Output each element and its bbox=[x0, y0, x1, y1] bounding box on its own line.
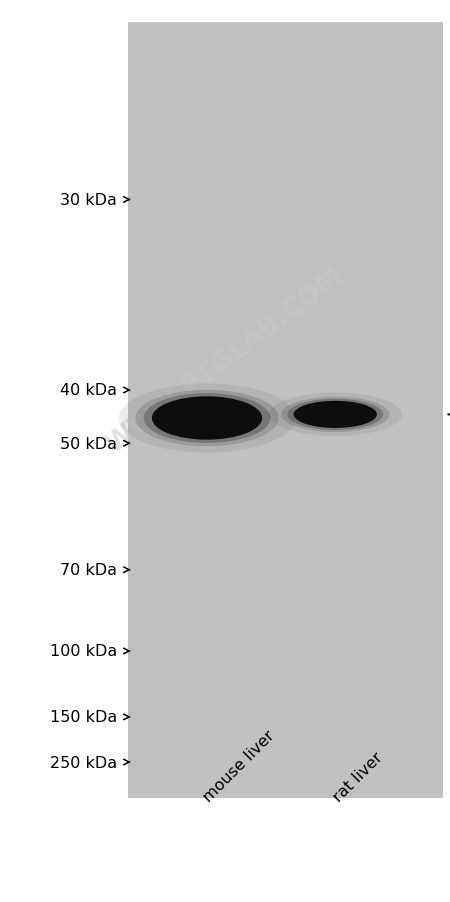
Ellipse shape bbox=[152, 397, 262, 440]
Text: 70 kDa: 70 kDa bbox=[60, 563, 117, 577]
Text: WWW.PTGLAB.COM: WWW.PTGLAB.COM bbox=[101, 263, 349, 458]
Bar bbox=[128, 23, 443, 798]
Text: mouse liver: mouse liver bbox=[200, 728, 277, 805]
Text: 150 kDa: 150 kDa bbox=[50, 710, 117, 724]
Ellipse shape bbox=[288, 400, 383, 430]
Text: 250 kDa: 250 kDa bbox=[50, 755, 117, 769]
Text: 50 kDa: 50 kDa bbox=[60, 437, 117, 451]
Ellipse shape bbox=[293, 401, 377, 428]
Ellipse shape bbox=[281, 397, 389, 432]
Text: 40 kDa: 40 kDa bbox=[60, 383, 117, 398]
Ellipse shape bbox=[119, 384, 295, 453]
Ellipse shape bbox=[269, 393, 402, 437]
Ellipse shape bbox=[144, 393, 270, 444]
Ellipse shape bbox=[135, 391, 279, 446]
Text: 100 kDa: 100 kDa bbox=[50, 644, 117, 658]
Text: 30 kDa: 30 kDa bbox=[60, 193, 117, 207]
Text: rat liver: rat liver bbox=[331, 750, 386, 805]
